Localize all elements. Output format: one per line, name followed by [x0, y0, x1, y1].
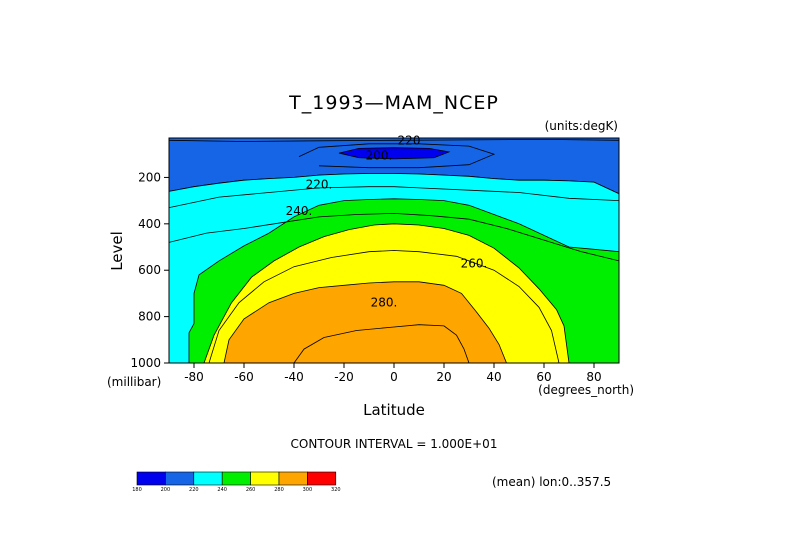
colorbar-swatch-6	[307, 471, 337, 486]
y-tick-label-200: 200	[138, 170, 161, 184]
colorbar-level-200: 200	[161, 487, 171, 493]
x-tick-label--40: -40	[284, 370, 304, 384]
contour-fill-200-5	[338, 147, 451, 160]
contour-label-2: 220.	[306, 177, 333, 191]
colorbar-swatch-2	[193, 471, 223, 486]
contour-line-220-0	[169, 138, 619, 142]
y-axis-label: Level	[108, 231, 126, 271]
chart-title: T_1993—MAM_NCEP	[288, 92, 499, 114]
y-axis-units: (millibar)	[107, 375, 161, 389]
contour-label-4: 260.	[461, 256, 488, 270]
plot-area: 220 200. 220. 240. 260. 280.	[168, 133, 620, 364]
colorbar-level-240: 240	[217, 487, 227, 493]
colorbar-swatch-3	[221, 471, 251, 486]
colorbar-level-260: 260	[246, 487, 256, 493]
y-tick-label-400: 400	[138, 217, 161, 231]
colorbar-level-180: 180	[132, 487, 142, 493]
colorbar-level-280: 280	[274, 487, 284, 493]
y-tick-label-600: 600	[138, 263, 161, 277]
contour-label-5: 280.	[371, 296, 398, 310]
colorbar-swatch-4	[250, 471, 280, 486]
contour-line-290-5	[293, 324, 470, 363]
contour-line-230-2	[169, 186, 619, 208]
colorbar-swatch-0	[136, 471, 166, 486]
x-tick-label-80: 80	[586, 370, 601, 384]
x-tick-label-60: 60	[536, 370, 551, 384]
x-axis-label: Latitude	[363, 401, 425, 419]
contour-label-0: 220	[398, 133, 421, 147]
x-tick-label--60: -60	[234, 370, 254, 384]
y-tick-label-1000: 1000	[130, 356, 161, 370]
x-tick-label-0: 0	[390, 370, 398, 384]
colorbar-swatch-1	[165, 471, 195, 486]
colorbar-swatch-5	[278, 471, 308, 486]
units-label: (units:degK)	[545, 119, 618, 133]
contour-label-1: 200.	[366, 148, 393, 162]
contour-line-250-3	[169, 212, 619, 262]
contour-line-270-4	[208, 250, 560, 363]
colorbar-level-320: 320	[331, 487, 341, 493]
x-axis-units: (degrees_north)	[538, 383, 634, 397]
contour-fill-280-4	[223, 281, 507, 363]
x-tick-label--80: -80	[184, 370, 204, 384]
colorbar-level-300: 300	[303, 487, 313, 493]
x-tick-label--20: -20	[334, 370, 354, 384]
x-tick-label-20: 20	[436, 370, 451, 384]
colorbar-level-220: 220	[189, 487, 199, 493]
mean-note: (mean) lon:0..357.5	[492, 475, 611, 489]
colorbar: 180 200 220 240 260 280 300 320	[132, 471, 341, 493]
contour-line-210-1	[298, 143, 496, 169]
contour-label-3: 240.	[286, 204, 313, 218]
y-tick-label-800: 800	[138, 310, 161, 324]
x-tick-label-40: 40	[486, 370, 501, 384]
contour-interval-text: CONTOUR INTERVAL = 1.000E+01	[291, 437, 498, 451]
